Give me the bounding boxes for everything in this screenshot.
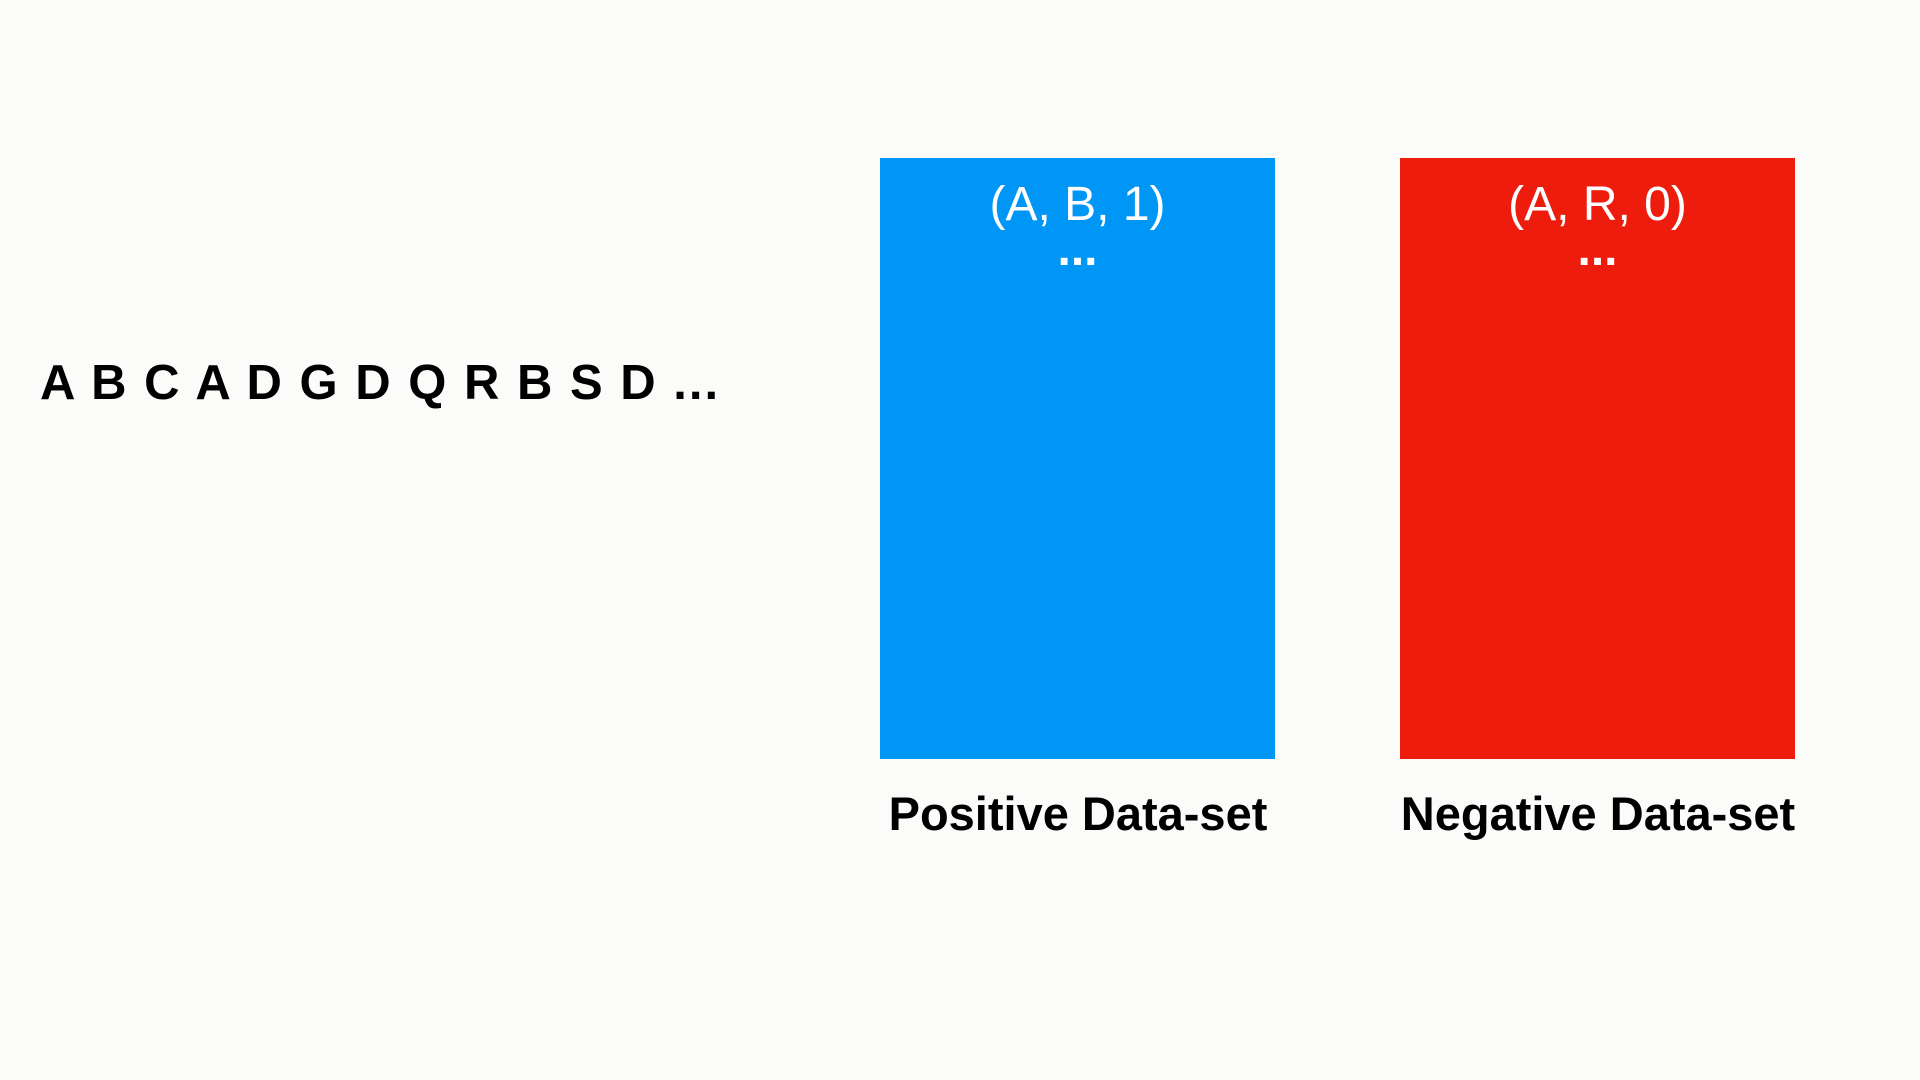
positive-dataset-box: (A, B, 1) ... [880,158,1275,759]
positive-dataset-entry: (A, B, 1) [989,178,1166,231]
negative-dataset-content: (A, R, 0) ... [1400,158,1795,276]
positive-dataset-ellipsis: ... [1057,223,1098,276]
negative-dataset-ellipsis: ... [1577,223,1618,276]
negative-dataset-box: (A, R, 0) ... [1400,158,1795,759]
negative-dataset-entry: (A, R, 0) [1508,178,1687,231]
negative-dataset-label: Negative Data-set [1400,787,1796,840]
token-sequence: A B C A D G D Q R B S D ... [40,356,721,410]
positive-dataset-label: Positive Data-set [888,787,1268,840]
positive-dataset-content: (A, B, 1) ... [880,158,1275,276]
